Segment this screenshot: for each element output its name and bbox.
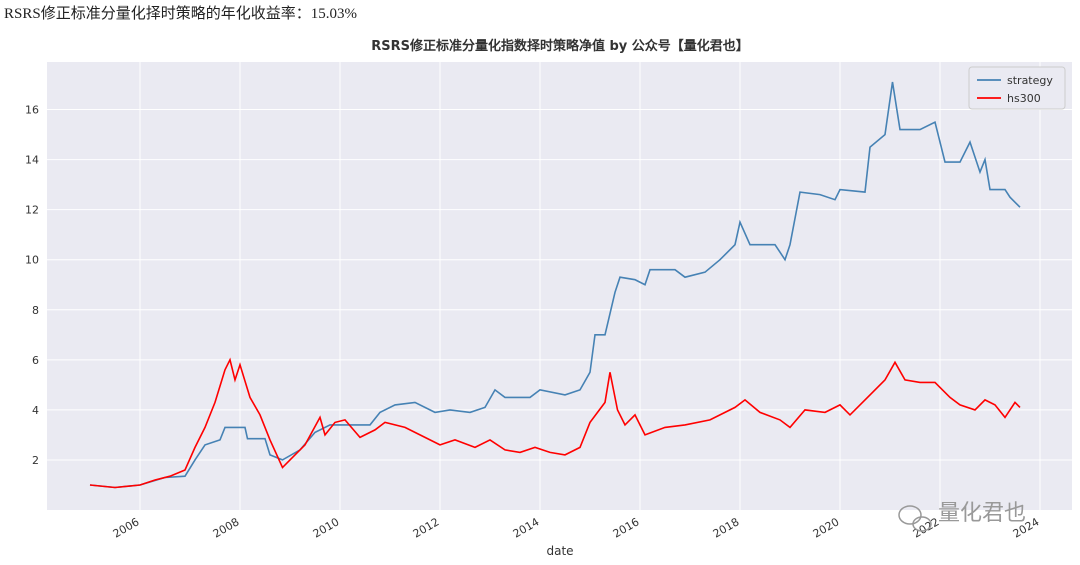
x-tick-label: 2006 bbox=[111, 515, 142, 540]
y-tick-label: 2 bbox=[32, 454, 39, 467]
watermark-icon bbox=[898, 505, 932, 532]
y-tick-label: 16 bbox=[25, 104, 39, 117]
y-tick-label: 14 bbox=[25, 154, 39, 167]
x-tick-label: 2018 bbox=[711, 515, 742, 540]
series-line bbox=[89, 81, 1021, 489]
chart-title: RSRS修正标准分量化指数择时策略净值 by 公众号【量化君也】 bbox=[371, 38, 749, 54]
legend-label: strategy bbox=[1007, 74, 1053, 87]
series-line bbox=[89, 357, 1021, 489]
x-tick-label: 2012 bbox=[411, 515, 442, 540]
y-tick-label: 4 bbox=[32, 404, 39, 417]
x-tick-label: 2016 bbox=[611, 515, 642, 540]
watermark: 量化君也 bbox=[938, 501, 1026, 526]
plot-area bbox=[47, 62, 1072, 510]
legend-label: hs300 bbox=[1007, 92, 1041, 105]
y-tick-label: 12 bbox=[25, 204, 39, 217]
y-tick-label: 8 bbox=[32, 304, 39, 317]
x-tick-label: 2020 bbox=[811, 515, 842, 540]
x-axis-label: date bbox=[546, 544, 573, 558]
header-text: RSRS修正标准分量化择时策略的年化收益率：15.03% bbox=[4, 6, 357, 22]
x-tick-label: 2010 bbox=[311, 515, 342, 540]
y-tick-label: 6 bbox=[32, 354, 39, 367]
x-tick-label: 2014 bbox=[511, 515, 542, 540]
y-tick-label: 10 bbox=[25, 254, 39, 267]
x-tick-label: 2008 bbox=[211, 515, 242, 540]
